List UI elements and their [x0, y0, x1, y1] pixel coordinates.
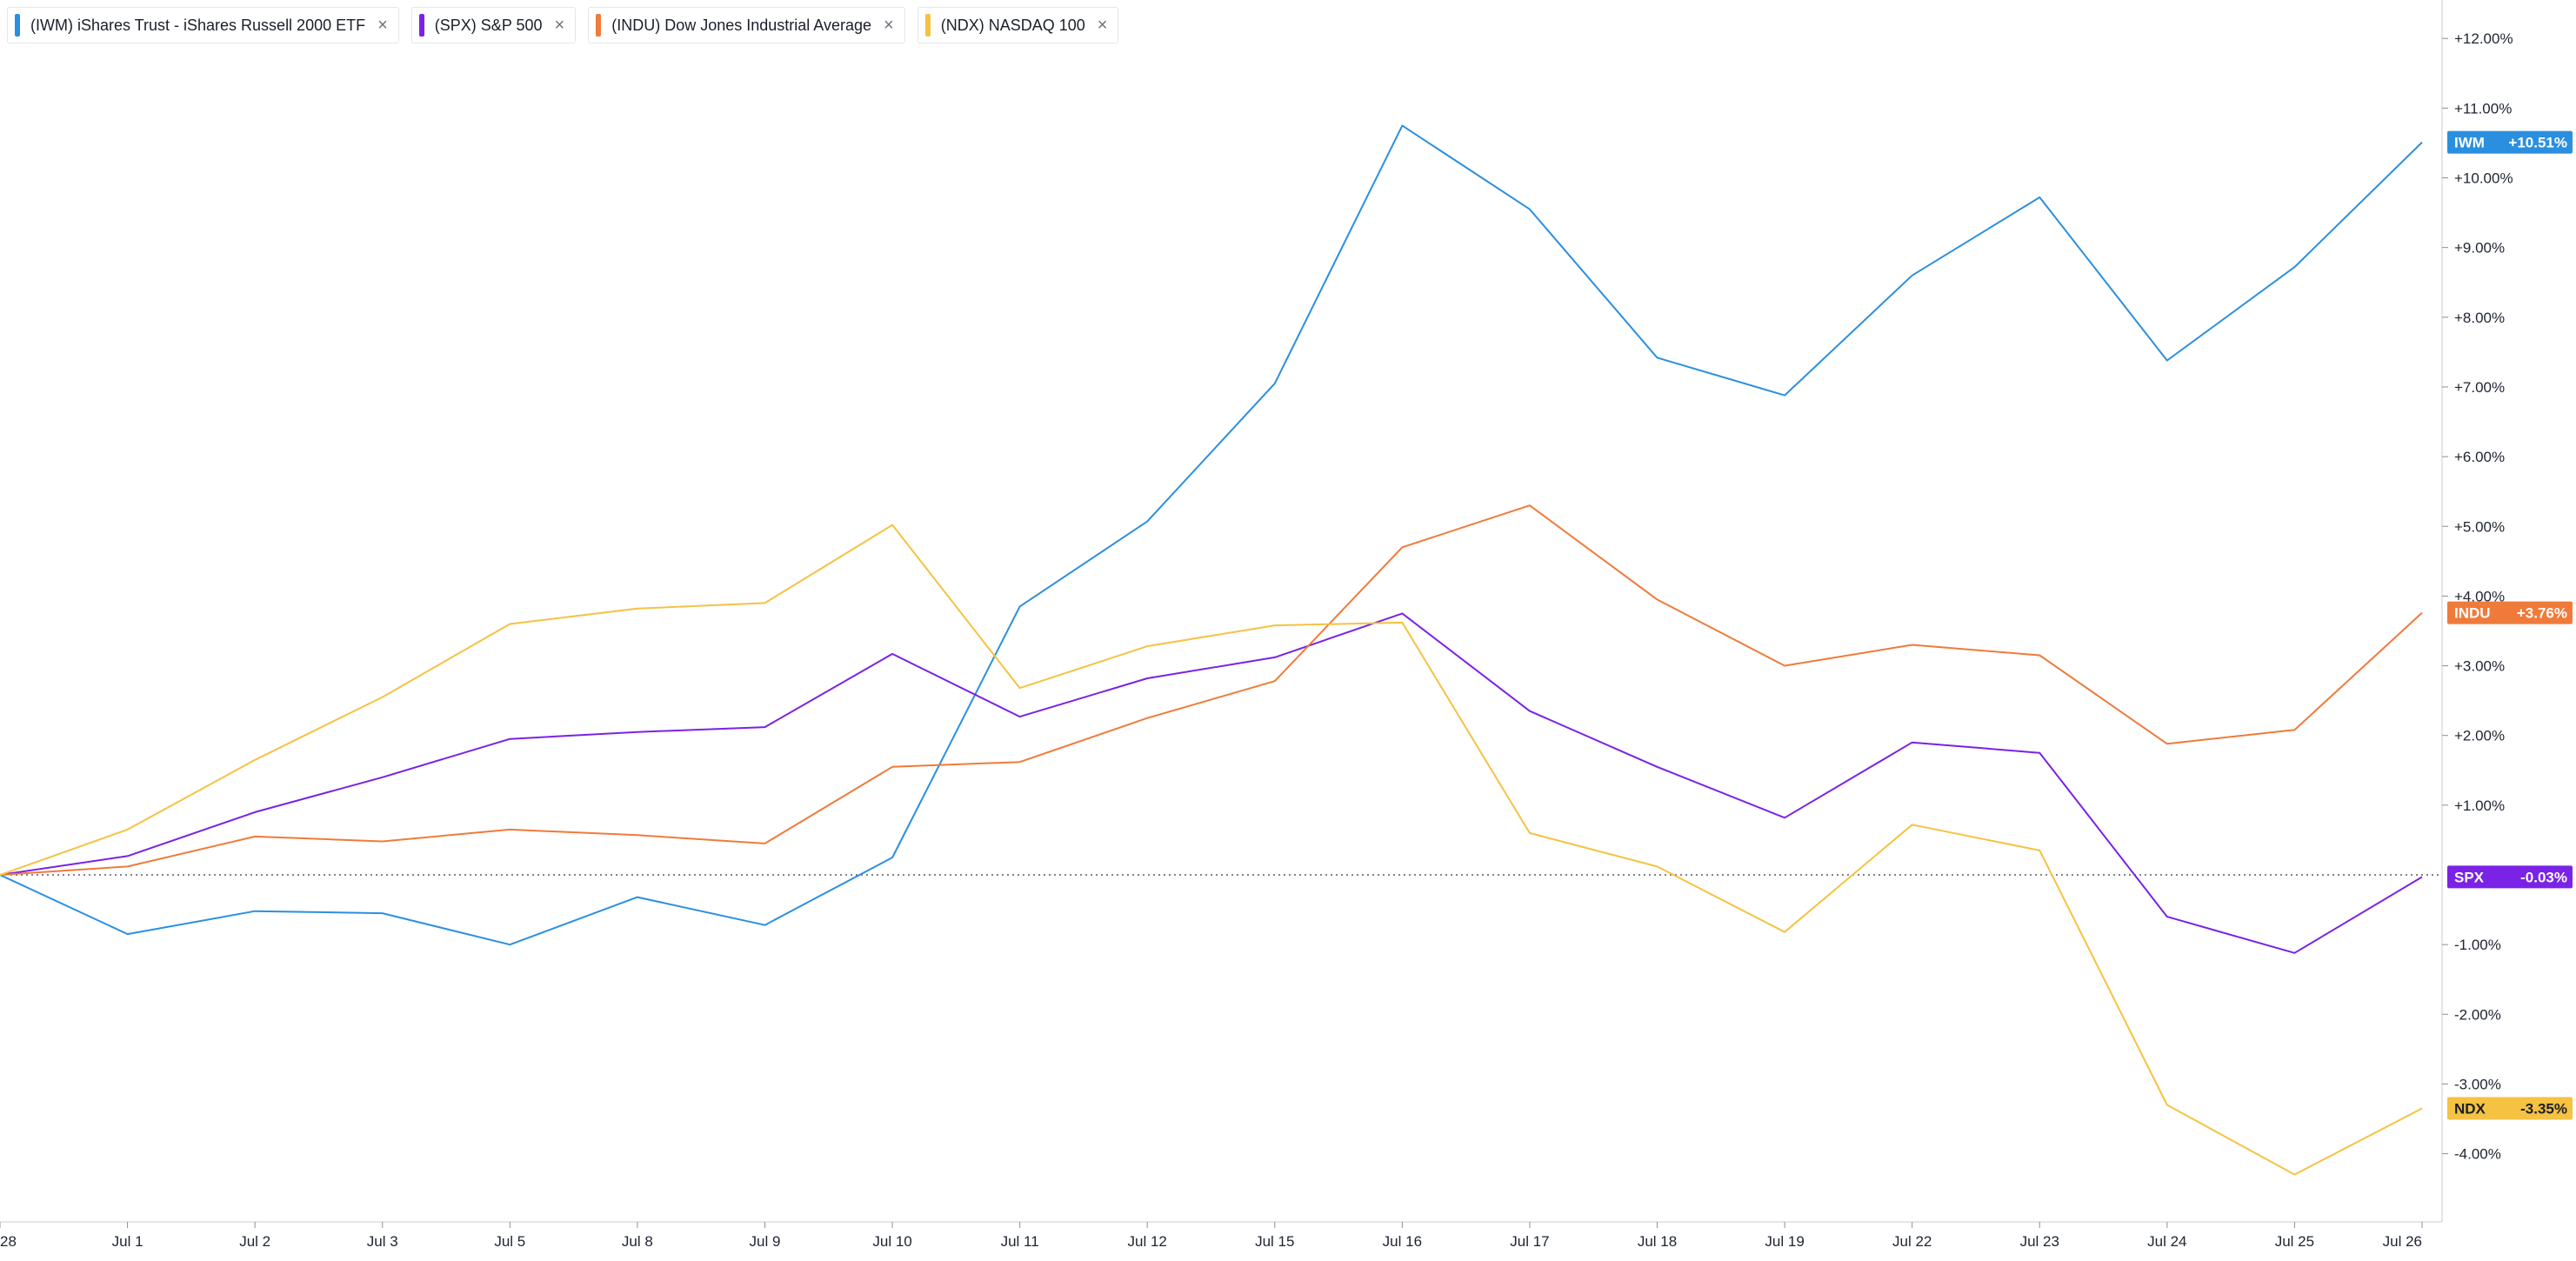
last-value-badge-iwm: IWM +10.51%: [2447, 130, 2573, 154]
y-tick-label: +1.00%: [2454, 797, 2505, 814]
legend-label: (NDX) NASDAQ 100: [940, 16, 1085, 34]
series-line-ndx[interactable]: [0, 524, 2423, 1176]
last-value-badge-ndx: NDX -3.35%: [2447, 1097, 2573, 1120]
series-line-iwm[interactable]: [0, 124, 2423, 946]
y-tick-label: +8.00%: [2454, 310, 2505, 326]
legend-chip-spx[interactable]: (SPX) S&P 500 ×: [410, 7, 577, 43]
badge-symbol: SPX: [2454, 869, 2485, 885]
close-icon[interactable]: ×: [554, 15, 565, 35]
y-tick-label: +10.00%: [2454, 170, 2513, 187]
close-icon[interactable]: ×: [884, 15, 894, 35]
last-value-badge-indu: INDU +3.76%: [2447, 601, 2573, 624]
x-axis-ticks: 28 Jul 1 Jul 2 Jul 3 Jul 5 Jul 8 Jul 9 Jul 10 Ju…: [0, 1222, 2423, 1250]
series-line-indu[interactable]: [0, 504, 2423, 876]
series-line-spx[interactable]: [0, 612, 2423, 954]
x-tick-label: Jul 5: [494, 1233, 525, 1250]
x-tick-label: Jul 11: [1001, 1233, 1039, 1250]
y-tick-label: +5.00%: [2454, 518, 2505, 535]
x-tick-label: Jul 23: [2020, 1233, 2059, 1250]
badge-background: [2447, 1097, 2573, 1120]
badge-background: [2447, 865, 2573, 889]
series-color-swatch: [418, 14, 424, 37]
x-tick-label: Jul 17: [1510, 1233, 1549, 1250]
x-tick-label: Jul 18: [1638, 1233, 1677, 1250]
x-tick-label: Jul 10: [872, 1233, 911, 1250]
x-tick-label: Jul 9: [750, 1233, 781, 1250]
y-axis-ticks: -4.00% -3.00% -2.00% -1.00% +1.00% +2.00% +3.0…: [2442, 30, 2513, 1163]
x-tick-label: Jul 3: [367, 1233, 398, 1250]
y-tick-label: -1.00%: [2454, 937, 2501, 953]
x-tick-label: Jul 8: [622, 1233, 653, 1250]
legend-chip-iwm[interactable]: (IWM) iShares Trust - iShares Russell 20…: [7, 7, 399, 43]
x-tick-label: Jul 26: [2383, 1233, 2422, 1250]
y-tick-label: +3.00%: [2454, 658, 2505, 675]
badge-value: +10.51%: [2508, 135, 2567, 151]
y-tick-label: +11.00%: [2454, 100, 2512, 117]
x-tick-label: 28: [0, 1233, 17, 1250]
x-tick-label: Jul 19: [1765, 1233, 1804, 1250]
badge-symbol: INDU: [2454, 605, 2491, 622]
legend-chip-ndx[interactable]: (NDX) NASDAQ 100 ×: [917, 7, 1119, 43]
badge-symbol: NDX: [2454, 1101, 2486, 1118]
x-tick-label: Jul 16: [1383, 1233, 1422, 1250]
x-tick-label: Jul 2: [239, 1233, 270, 1250]
y-tick-label: +2.00%: [2454, 728, 2505, 744]
x-tick-label: Jul 25: [2275, 1233, 2314, 1250]
last-value-badges: IWM +10.51% SPX -0.03% INDU +3.76% NDX -3.35%: [2447, 130, 2573, 1120]
x-tick-label: Jul 12: [1128, 1233, 1167, 1250]
y-tick-label: -3.00%: [2454, 1076, 2501, 1092]
plot-area: [0, 124, 2442, 1176]
y-tick-label: +6.00%: [2454, 449, 2505, 465]
badge-value: -0.03%: [2520, 869, 2567, 885]
legend-label: (SPX) S&P 500: [434, 16, 543, 34]
last-value-badge-spx: SPX -0.03%: [2447, 865, 2573, 889]
y-tick-label: +4.00%: [2454, 588, 2505, 604]
legend-label: (INDU) Dow Jones Industrial Average: [611, 16, 872, 34]
x-tick-label: Jul 22: [1892, 1233, 1932, 1250]
legend-label: (IWM) iShares Trust - iShares Russell 20…: [30, 16, 366, 34]
y-tick-label: -4.00%: [2454, 1146, 2501, 1163]
close-icon[interactable]: ×: [1097, 15, 1108, 35]
series-color-swatch: [15, 14, 20, 37]
series-color-swatch: [924, 14, 931, 37]
badge-value: +3.76%: [2517, 605, 2567, 622]
badge-background: [2447, 130, 2573, 154]
x-tick-label: Jul 1: [112, 1233, 143, 1250]
y-tick-label: +9.00%: [2454, 240, 2505, 257]
x-tick-label: Jul 15: [1255, 1233, 1294, 1250]
y-tick-label: -2.00%: [2454, 1006, 2501, 1023]
series-color-swatch: [596, 14, 602, 37]
close-icon[interactable]: ×: [377, 15, 388, 35]
x-tick-label: Jul 24: [2147, 1233, 2186, 1250]
y-tick-label: +7.00%: [2454, 379, 2505, 396]
badge-background: [2447, 601, 2573, 624]
badge-value: -3.35%: [2520, 1101, 2567, 1118]
y-tick-label: +12.00%: [2454, 30, 2513, 47]
badge-symbol: IWM: [2454, 135, 2485, 151]
legend-chip-indu[interactable]: (INDU) Dow Jones Industrial Average ×: [588, 7, 905, 43]
series-legend: (IWM) iShares Trust - iShares Russell 20…: [7, 7, 1119, 43]
